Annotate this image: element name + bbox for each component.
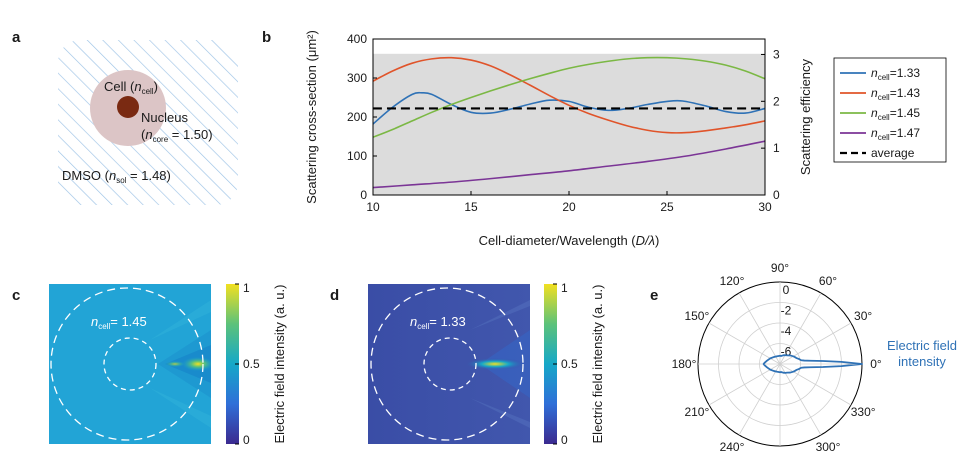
y-tick-label: 100 [347, 149, 367, 163]
polar-plot: 0° 30° 60° 90° 120° 150° 180° 210° 240° 270° 300° 3… [672, 261, 882, 455]
polar-pattern-line [762, 354, 863, 374]
colorbar-tick-label: 1 [243, 281, 250, 295]
field-stripe [470, 398, 530, 428]
index-annotation-c: ncell= 1.45 [91, 314, 147, 331]
colorbar-c [226, 284, 239, 444]
cell-label: Cell (ncell) [104, 79, 158, 96]
legend-box [833, 57, 947, 163]
y-tick-label: 300 [347, 71, 367, 85]
x-tick-label: 30 [758, 200, 772, 214]
schematic-a [58, 40, 238, 205]
dmso-label: DMSO (nsol = 1.48) [62, 168, 171, 185]
y-tick-label: 200 [347, 110, 367, 124]
polar-angle-label: 150° [684, 309, 709, 323]
cell-boundary [50, 287, 204, 441]
polar-spoke [708, 322, 781, 365]
y2-tick-label: 2 [773, 94, 780, 108]
nucleus-title: Nucleus [141, 110, 188, 125]
legend-label: ncell=1.33 [871, 66, 920, 82]
polar-angle-label: 210° [684, 405, 709, 419]
polar-radial-label: -2 [781, 304, 792, 318]
polar-spoke [779, 322, 852, 365]
field-stripe [150, 388, 211, 428]
colorbar-tick-label: 0 [561, 433, 568, 447]
polar-angle-label: 0° [870, 357, 882, 371]
polar-angle-label: 60° [819, 274, 837, 288]
y-axis-label: Scattering cross-section (μm²) [304, 30, 319, 204]
polar-angle-label: 270° [768, 453, 793, 455]
polar-angle-label: 240° [720, 440, 745, 454]
nucleus-boundary [423, 337, 477, 391]
colorbar-tick-label: 0.5 [561, 357, 578, 371]
polar-spoke [708, 363, 781, 406]
legend-label: average [871, 146, 915, 160]
field-hotspot [165, 361, 185, 367]
polar-radial-label: -4 [781, 324, 792, 338]
polar-spoke [779, 363, 852, 406]
field-hotspot [182, 357, 211, 371]
shaded-band [373, 53, 765, 195]
y2-tick-label: 1 [773, 141, 780, 155]
polar-spoke [779, 292, 822, 365]
colorbar-tick-label: 1 [561, 281, 568, 295]
field-map-c [49, 284, 211, 444]
polar-spoke [779, 363, 822, 436]
panel-label-e: e [650, 287, 658, 304]
field-stripe [470, 300, 530, 330]
x-tick-label: 20 [562, 200, 576, 214]
field-hotspot [465, 358, 525, 370]
x-tick-label: 15 [464, 200, 478, 214]
y-tick-label: 400 [347, 32, 367, 46]
colorbar-d [544, 284, 557, 444]
legend-label: ncell=1.45 [871, 106, 920, 122]
cell-boundary [370, 287, 524, 441]
y-tick-label: 0 [360, 188, 367, 202]
panel-label-b: b [262, 29, 271, 46]
legend-label: ncell=1.43 [871, 86, 920, 102]
legend: ncell=1.33 ncell=1.43 ncell=1.45 ncell=1.47… [833, 57, 947, 163]
field-map-d [368, 284, 530, 444]
x-tick-label: 25 [660, 200, 674, 214]
y2-tick-label: 0 [773, 188, 780, 202]
polar-angle-label: 180° [672, 357, 697, 371]
polar-radial-label: 0 [783, 283, 790, 297]
nucleus-boundary [103, 337, 157, 391]
colorbar-label-d: Electric field intensity (a. u.) [590, 285, 605, 444]
polar-series-label-1: Electric field [887, 338, 957, 353]
nucleus [117, 96, 139, 118]
nucleus-index: (ncore = 1.50) [141, 127, 213, 144]
y2-axis-label: Scattering efficiency [798, 58, 813, 175]
panel-label-d: d [330, 287, 339, 304]
polar-angle-label: 120° [720, 274, 745, 288]
x-axis-label: Cell-diameter/Wavelength (D/λ) [479, 233, 660, 248]
series-line-n-cell-1-43 [372, 56, 766, 134]
x-tick-label: 10 [366, 200, 380, 214]
polar-spoke [738, 363, 781, 436]
index-annotation-d: ncell= 1.33 [410, 314, 466, 331]
panel-label-c: c [12, 287, 20, 304]
polar-series-label-2: intensity [898, 354, 946, 369]
series-line-n-cell-1-47 [372, 140, 766, 189]
polar-angle-label: 300° [816, 440, 841, 454]
colorbar-label-c: Electric field intensity (a. u.) [272, 285, 287, 444]
polar-angle-label: 330° [851, 405, 876, 419]
polar-angle-label: 90° [771, 261, 789, 275]
colorbar-tick-label: 0 [243, 433, 250, 447]
colorbar-tick-label: 0.5 [243, 357, 260, 371]
legend-label: ncell=1.47 [871, 126, 920, 142]
field-stripe [150, 300, 211, 340]
series-line-n-cell-1-45 [372, 56, 766, 139]
polar-radial-label: -6 [781, 345, 792, 359]
polar-angle-label: 30° [854, 309, 872, 323]
polar-spoke [738, 292, 781, 365]
y2-tick-label: 3 [773, 47, 780, 61]
panel-label-a: a [12, 29, 21, 46]
